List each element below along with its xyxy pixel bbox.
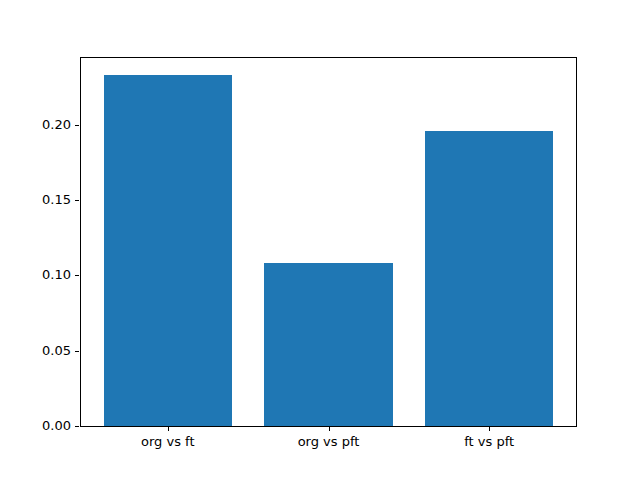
bar-org-vs-ft <box>104 75 233 426</box>
figure: org vs ft org vs pft ft vs pft 0.00 0.05 0.10… <box>0 0 640 480</box>
plot-area <box>80 57 577 427</box>
y-tick-label: 0.10 <box>11 267 71 283</box>
x-tick-mark <box>489 427 490 431</box>
y-tick-mark <box>75 200 79 201</box>
x-tick-mark <box>168 427 169 431</box>
bar-ft-vs-pft <box>425 131 554 426</box>
y-tick-mark <box>75 351 79 352</box>
y-tick-label: 0.00 <box>11 418 71 434</box>
x-tick-mark <box>329 427 330 431</box>
x-tick-label: org vs ft <box>108 434 228 450</box>
x-tick-label: org vs pft <box>269 434 389 450</box>
y-tick-label: 0.15 <box>11 192 71 208</box>
y-tick-label: 0.20 <box>11 117 71 133</box>
y-tick-mark <box>75 426 79 427</box>
y-tick-label: 0.05 <box>11 343 71 359</box>
y-tick-mark <box>75 275 79 276</box>
bar-org-vs-pft <box>264 263 393 426</box>
x-tick-label: ft vs pft <box>429 434 549 450</box>
y-tick-mark <box>75 125 79 126</box>
